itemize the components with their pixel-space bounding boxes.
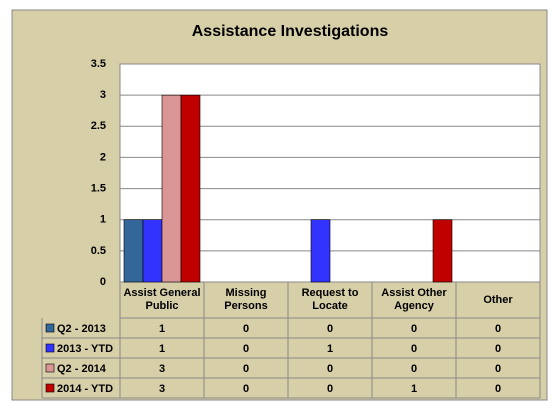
- table-value: 0: [411, 343, 417, 355]
- y-tick-label: 3.5: [91, 58, 106, 70]
- bar: [310, 219, 331, 283]
- x-tick-label-box: Assist Other Agency: [381, 287, 447, 312]
- legend-label: Q2 - 2014: [57, 363, 107, 375]
- table-value: 0: [411, 323, 417, 335]
- table-value: 0: [243, 323, 249, 335]
- legend-label: Q2 - 2013: [57, 323, 106, 335]
- table-value: 3: [159, 363, 165, 375]
- legend-label: 2013 - YTD: [57, 343, 113, 355]
- x-tick-label: Assist Other Agency: [381, 287, 447, 312]
- bar: [180, 94, 201, 283]
- table-value: 0: [327, 363, 333, 375]
- legend-swatch: [45, 383, 55, 393]
- x-tick-label-box: Assist General Public: [123, 287, 201, 312]
- x-tick-label: Other: [483, 293, 513, 306]
- legend-swatch: [45, 323, 55, 333]
- table-value: 1: [159, 343, 165, 355]
- table-value: 1: [159, 323, 165, 335]
- table-value: 0: [495, 363, 501, 375]
- y-tick-label: 0.5: [91, 245, 106, 257]
- y-tick-label: 2: [100, 151, 106, 163]
- bar: [432, 219, 453, 283]
- table-value: 0: [243, 343, 249, 355]
- table-value: 0: [327, 323, 333, 335]
- legend-swatch: [45, 343, 55, 353]
- x-tick-label-box: Missing Persons: [224, 287, 268, 312]
- bar: [123, 219, 144, 283]
- y-tick-label: 2.5: [91, 120, 106, 132]
- legend-swatch: [45, 363, 55, 373]
- x-tick-label-box: Other: [483, 293, 513, 306]
- y-tick-label: 3: [100, 89, 106, 101]
- bar: [161, 94, 182, 283]
- y-tick-label: 0: [100, 276, 106, 288]
- table-value: 1: [411, 383, 417, 395]
- table-value: 0: [495, 343, 501, 355]
- legend-label: 2014 - YTD: [57, 383, 113, 395]
- table-value: 0: [495, 383, 501, 395]
- y-tick-label: 1.5: [91, 182, 106, 194]
- x-tick-label: Request to Locate: [301, 287, 359, 312]
- table-value: 1: [327, 343, 333, 355]
- table-value: 0: [411, 363, 417, 375]
- table-value: 0: [243, 363, 249, 375]
- chart-title: Assistance Investigations: [192, 23, 389, 40]
- table-value: 0: [243, 383, 249, 395]
- x-tick-label: Assist General Public: [123, 287, 201, 312]
- y-tick-label: 1: [100, 214, 106, 226]
- table-value: 0: [495, 323, 501, 335]
- table-value: 3: [159, 383, 165, 395]
- x-tick-label-box: Request to Locate: [301, 287, 359, 312]
- table-value: 0: [327, 383, 333, 395]
- x-tick-label: Missing Persons: [224, 287, 268, 312]
- bar: [142, 219, 163, 283]
